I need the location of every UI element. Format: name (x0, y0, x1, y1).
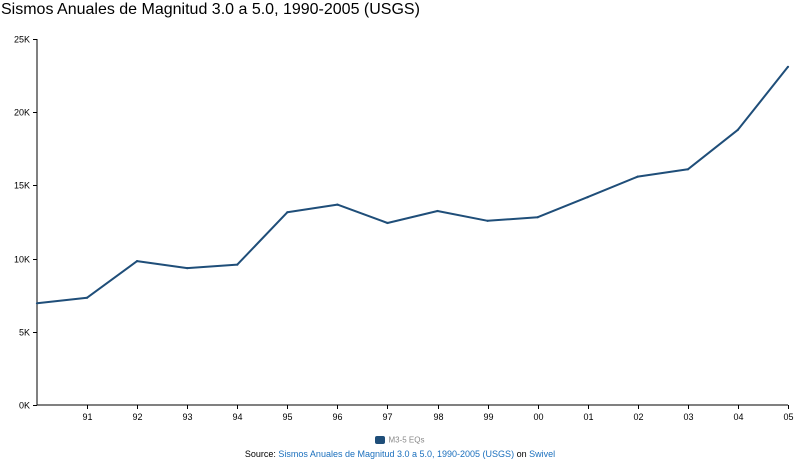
x-tick-label: 01 (583, 412, 593, 422)
x-tick-label: 95 (282, 412, 292, 422)
x-tick-label: 05 (783, 412, 793, 422)
data-point (136, 260, 139, 263)
x-tick-label: 00 (533, 412, 543, 422)
legend: M3-5 EQs (0, 435, 800, 444)
data-point (636, 175, 639, 178)
x-tick-label: 04 (733, 412, 743, 422)
x-tick-label: 92 (132, 412, 142, 422)
x-tick-label: 97 (382, 412, 392, 422)
data-point (536, 216, 539, 219)
data-point (286, 211, 289, 214)
y-axis: 0K 5K 10K 15K 20K 25K (14, 35, 38, 411)
source-middle: on (516, 449, 527, 459)
y-tick-label: 5K (19, 328, 30, 338)
data-point (786, 65, 790, 68)
data-point (386, 221, 389, 225)
x-tick-label: 94 (232, 412, 242, 422)
series-line (36, 66, 789, 305)
data-point (336, 203, 339, 206)
source-link[interactable]: Sismos Anuales de Magnitud 3.0 a 5.0, 19… (278, 449, 515, 459)
x-tick-label: 93 (182, 412, 192, 422)
x-tick-label: 02 (633, 412, 643, 422)
data-point (436, 209, 439, 213)
legend-swatch (375, 435, 386, 444)
y-tick-label: 20K (14, 108, 30, 118)
source-site-link[interactable]: Swivel (529, 449, 556, 459)
x-tick-label: 98 (433, 412, 443, 422)
data-point (486, 219, 489, 222)
data-point (686, 168, 690, 171)
x-tick-label: 03 (683, 412, 693, 422)
line-chart: 0K 5K 10K 15K 20K 25K 91 92 93 94 95 96 97 98 99 00 01 0… (14, 35, 794, 423)
y-tick-label: 0K (19, 401, 30, 411)
data-point (86, 296, 89, 299)
source-line: Source: Sismos Anuales de Magnitud 3.0 a… (0, 449, 800, 459)
source-prefix: Source: (244, 449, 276, 459)
y-tick-label: 25K (14, 35, 30, 45)
x-tick-label: 96 (332, 412, 342, 422)
x-tick-label: 91 (82, 412, 92, 422)
chart-title: Sismos Anuales de Magnitud 3.0 a 5.0, 19… (1, 1, 420, 18)
data-point (586, 196, 589, 199)
x-axis: 91 92 93 94 95 96 97 98 99 00 01 02 03 04 05 (37, 404, 794, 422)
data-point (35, 302, 39, 305)
y-tick-label: 15K (14, 181, 30, 191)
legend-label: M3-5 EQs (388, 435, 425, 445)
series-group (35, 65, 790, 305)
data-point (186, 267, 189, 270)
x-tick-label: 99 (483, 412, 493, 422)
data-point (736, 128, 740, 131)
data-point (236, 263, 239, 266)
y-tick-label: 10K (14, 255, 30, 265)
